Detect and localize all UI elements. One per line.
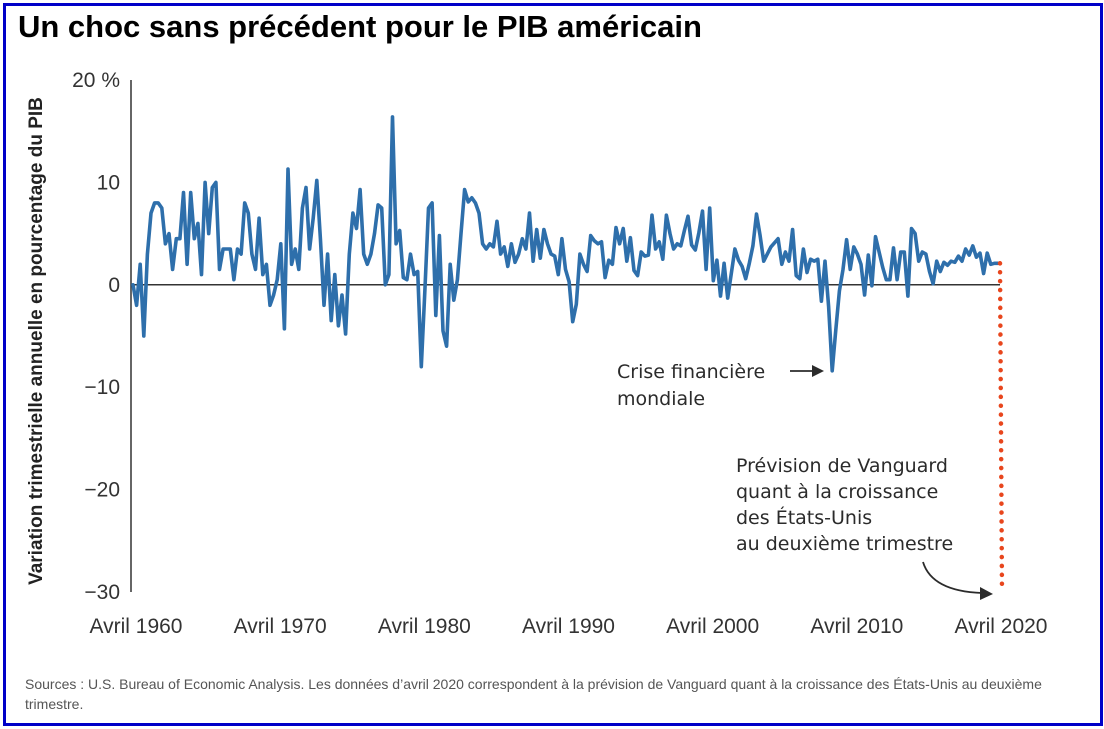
x-tick-label: Avril 2020: [954, 615, 1047, 638]
y-tick-label: −20: [84, 479, 120, 502]
gdp-history-line: [131, 115, 1000, 373]
y-tick-label: 10: [97, 171, 120, 194]
x-tick-label: Avril 2010: [810, 615, 903, 638]
series-layer: [131, 115, 1005, 595]
x-tick-label: Avril 1970: [234, 615, 327, 638]
x-tick-label: Avril 2000: [666, 615, 759, 638]
source-note: Sources : U.S. Bureau of Economic Analys…: [25, 676, 1042, 712]
x-tick-label: Avril 1980: [378, 615, 471, 638]
annotations-layer: Crise financière mondiale Prévision de Van…: [617, 361, 993, 600]
chart-title: Un choc sans précédent pour le PIB améri…: [18, 9, 702, 44]
crisis-arrow-head: [812, 365, 824, 377]
annotation-forecast-text: au deuxième trimestre: [736, 533, 953, 555]
chart-frame: [3, 3, 1103, 726]
y-tick-label: 20 %: [72, 69, 120, 92]
annotation-forecast-text: quant à la croissance: [736, 481, 938, 503]
forecast-arrow-head: [980, 587, 993, 600]
x-tick-labels: Avril 1960 Avril 1970 Avril 1980 Avril 1990…: [89, 615, 1047, 638]
y-tick-label: −10: [84, 376, 120, 399]
x-tick-label: Avril 1990: [522, 615, 615, 638]
x-tick-label: Avril 1960: [89, 615, 182, 638]
y-tick-labels: 20 % 10 0 −10 −20 −30: [72, 69, 120, 604]
y-tick-label: 0: [108, 274, 120, 297]
annotation-crisis-text: Crise financière: [617, 361, 765, 383]
annotation-crisis-text: mondiale: [617, 388, 705, 410]
annotation-forecast-text: Prévision de Vanguard: [736, 455, 948, 477]
forecast-dotted-line: [997, 261, 1005, 595]
annotation-forecast-text: des États-Unis: [736, 506, 872, 529]
y-tick-label: −30: [84, 581, 120, 604]
forecast-arrow-curve: [922, 561, 983, 594]
